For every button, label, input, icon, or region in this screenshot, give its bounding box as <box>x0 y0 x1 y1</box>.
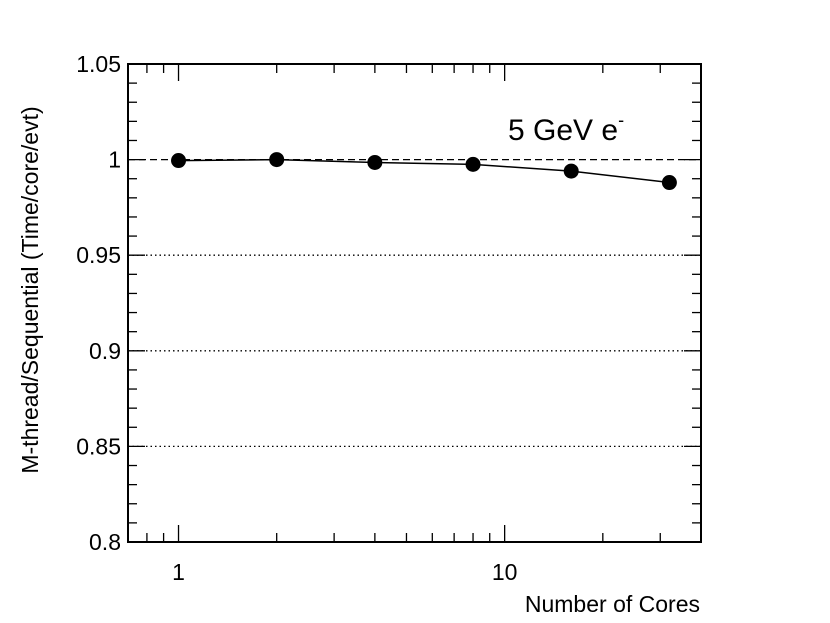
series-line <box>178 158 670 184</box>
plot-frame <box>127 63 702 543</box>
y-axis-label: M-thread/Sequential (Time/core/evt) <box>17 106 43 473</box>
y-tick-label: 0.8 <box>89 529 121 555</box>
x-tick-label: 1 <box>172 559 185 585</box>
reference-lines <box>128 158 701 448</box>
axes: 0.8 0.85 0.9 0.95 1 1.05 1 10 <box>76 51 702 585</box>
data-point <box>465 156 481 172</box>
x-tick-label: 10 <box>492 559 518 585</box>
data-point <box>269 152 285 168</box>
series-5gev <box>171 152 677 191</box>
y-tick-label: 1.05 <box>76 51 121 77</box>
annotation-label: 5 GeV e- <box>508 110 624 147</box>
y-tick-label: 0.95 <box>76 242 121 268</box>
y-tick-label: 1 <box>108 147 121 173</box>
y-tick-label: 0.85 <box>76 433 121 459</box>
data-point <box>367 154 383 170</box>
x-axis-label: Number of Cores <box>525 591 700 617</box>
y-tick-label: 0.9 <box>89 338 121 364</box>
data-point <box>171 153 187 169</box>
data-point <box>563 163 579 179</box>
annotation-superscript: - <box>618 110 624 130</box>
data-point <box>661 175 677 191</box>
annotation-text: 5 GeV e <box>508 114 618 147</box>
